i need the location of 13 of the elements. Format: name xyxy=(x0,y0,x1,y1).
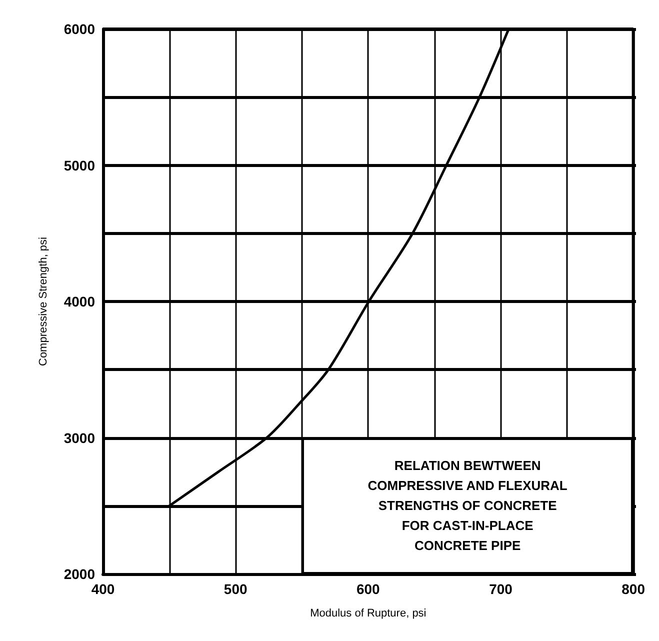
text-box: RELATION BEWTWEEN COMPRESSIVE AND FLEXURAL STRENGTHS OF CONCRETE FOR CAST-IN-PLACE CONCRETE PIPE xyxy=(302,438,634,574)
y-axis-title: Compressive Strength, psi xyxy=(38,237,50,366)
y-tick-label: 3000 xyxy=(64,430,96,446)
y-tick-label: 4000 xyxy=(64,294,96,310)
x-tick-label: 400 xyxy=(91,581,115,597)
y-tick-label: 5000 xyxy=(64,157,96,174)
y-tick-label: 6000 xyxy=(64,21,96,37)
x-axis-title: Modulus of Rupture, psi xyxy=(310,608,426,620)
x-tick-label: 500 xyxy=(224,581,248,597)
x-tick-label: 800 xyxy=(622,581,646,597)
x-tick-label: 700 xyxy=(489,581,513,597)
y-tick-label: 2000 xyxy=(64,566,96,582)
x-tick-label: 600 xyxy=(356,581,380,597)
